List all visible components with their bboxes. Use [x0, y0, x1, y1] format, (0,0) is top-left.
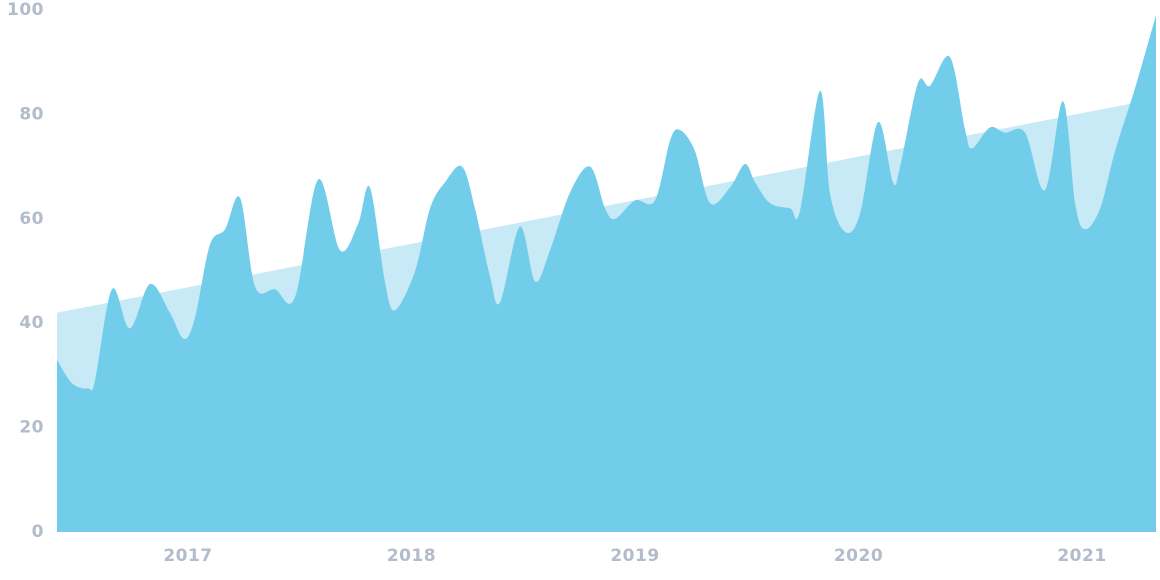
x-tick-label: 2017	[163, 546, 212, 566]
x-tick-label: 2021	[1057, 546, 1106, 566]
y-tick-label: 100	[7, 0, 44, 20]
x-tick-label: 2020	[834, 546, 883, 566]
y-tick-label: 40	[19, 313, 44, 333]
y-tick-label: 60	[19, 209, 44, 229]
area	[57, 15, 1156, 533]
y-tick-label: 0	[32, 522, 44, 542]
x-tick-label: 2018	[387, 546, 436, 566]
y-tick-label: 20	[19, 418, 44, 438]
y-tick-label: 80	[19, 104, 44, 124]
x-tick-label: 2019	[610, 546, 659, 566]
